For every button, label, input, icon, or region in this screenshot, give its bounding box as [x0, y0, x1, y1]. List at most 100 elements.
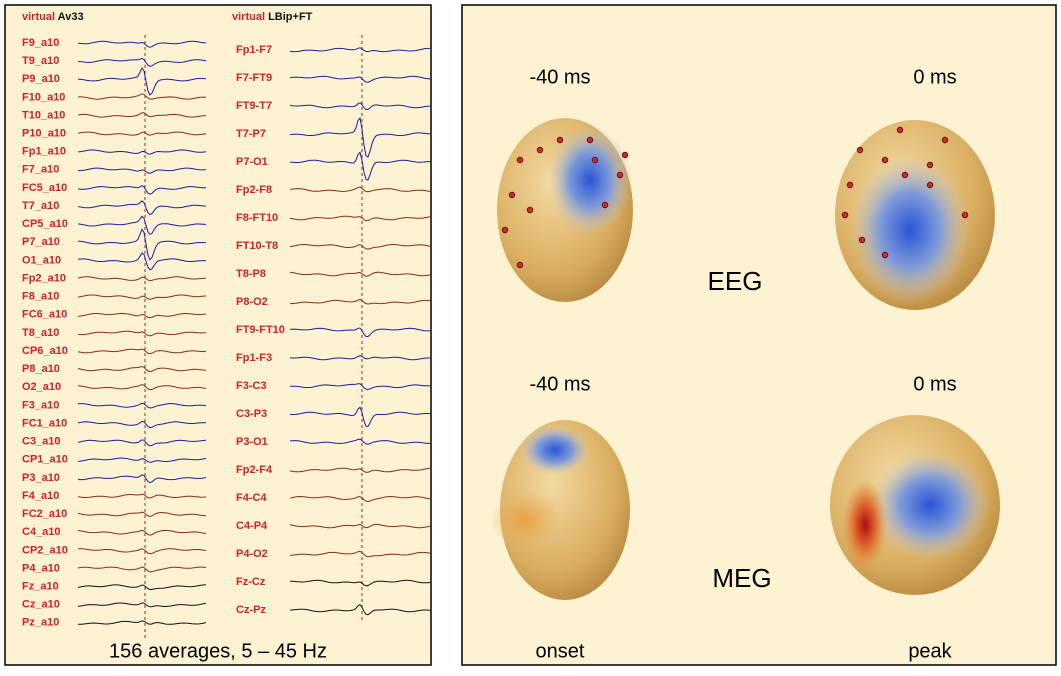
electrode	[501, 226, 509, 234]
channel-label: F7_a10	[22, 164, 59, 176]
eeg-trace	[77, 149, 207, 155]
header-prefix: virtual	[232, 11, 265, 23]
eeg-trace	[77, 185, 207, 195]
channel-label: C4-P4	[236, 520, 268, 532]
eeg-trace	[289, 186, 431, 193]
eeg-trace	[77, 474, 207, 484]
channel-label: F8_a10	[22, 291, 59, 303]
channel-label: F4_a10	[22, 490, 59, 502]
potential-area	[490, 490, 560, 550]
channel-label: O1_a10	[22, 254, 61, 266]
eeg-trace	[77, 330, 207, 337]
eeg-trace	[289, 383, 431, 391]
electrode	[841, 211, 849, 219]
eeg-trace	[289, 438, 430, 445]
electrode	[508, 191, 516, 199]
electrode	[621, 151, 629, 159]
channel-label: P7_a10	[22, 236, 60, 248]
eeg-trace	[77, 312, 207, 319]
eeg-trace	[77, 57, 207, 67]
potential-area	[850, 155, 970, 305]
eeg-trace	[77, 366, 207, 373]
time-label: -40 ms	[529, 373, 590, 395]
channel-label: T10_a10	[22, 109, 65, 121]
header-name: Av33	[58, 11, 84, 23]
footer: 156 averages, 5 – 45 Hz	[109, 640, 327, 662]
eeg-trace	[77, 384, 207, 391]
channel-label: P4_a10	[22, 562, 60, 574]
eeg-trace	[77, 294, 207, 300]
field-area	[870, 450, 990, 560]
channel-label: P4-O2	[236, 548, 268, 560]
eeg-trace	[289, 151, 431, 181]
channel-label: Fp2-F4	[236, 464, 273, 476]
channel-label: T9_a10	[22, 55, 59, 67]
eeg-trace	[78, 620, 207, 625]
time-label: 0 ms	[913, 373, 956, 395]
eeg-trace	[290, 603, 431, 616]
electrode	[591, 156, 599, 164]
electrode	[536, 146, 544, 154]
channel-label: C3-P3	[236, 408, 267, 420]
eeg-trace	[77, 276, 206, 282]
eeg-trace	[77, 511, 206, 517]
header-name: LBip+FT	[268, 11, 313, 23]
eeg-trace	[289, 47, 430, 53]
left-panel	[4, 4, 432, 666]
channel-label: Cz_a10	[22, 599, 60, 611]
electrode	[526, 206, 534, 214]
electrode	[516, 261, 524, 269]
channel-label: P8-O2	[236, 296, 268, 308]
channel-label: Fp1_a10	[22, 146, 66, 158]
panel-header: virtual LBip+FT	[232, 11, 313, 23]
channel-label: P10_a10	[22, 128, 66, 140]
channel-label: FC1_a10	[22, 417, 67, 429]
eeg-trace	[290, 579, 431, 587]
channel-label: Pz_a10	[22, 617, 59, 629]
eeg-trace	[77, 493, 207, 499]
channel-label: Fz-Cz	[236, 576, 266, 588]
electrode	[926, 181, 934, 189]
eeg-trace	[77, 215, 207, 236]
header-prefix: virtual	[22, 11, 55, 23]
eeg-trace	[290, 298, 431, 305]
eeg-trace	[77, 402, 207, 409]
panel-header: virtual Av33	[22, 11, 84, 23]
eeg-trace	[77, 602, 207, 608]
channel-label: FT9-T7	[236, 100, 272, 112]
channel-label: T8-P8	[236, 268, 266, 280]
electrode	[601, 201, 609, 209]
time-label: 0 ms	[913, 66, 956, 88]
eeg-trace	[289, 355, 430, 361]
eeg-trace	[289, 243, 431, 250]
channel-label: T7-P7	[236, 128, 266, 140]
eeg-trace	[77, 93, 207, 100]
channel-label: C3_a10	[22, 436, 61, 448]
channel-label: FT9-FT10	[236, 324, 285, 336]
electrode	[941, 136, 949, 144]
eeg-trace	[77, 548, 207, 555]
eeg-trace	[77, 40, 207, 48]
eeg-trace	[289, 102, 431, 111]
channel-label: FT10-T8	[236, 240, 278, 252]
channel-label: F3-C3	[236, 380, 267, 392]
eeg-trace	[289, 467, 431, 473]
channel-label: FC2_a10	[22, 508, 67, 520]
channel-label: T8_a10	[22, 327, 59, 339]
eeg-trace	[289, 550, 431, 558]
channel-label: Fp2_a10	[22, 272, 66, 284]
channel-label: P9_a10	[22, 73, 60, 85]
electrode	[586, 136, 594, 144]
channel-label: F7-FT9	[236, 72, 272, 84]
channel-label: F9_a10	[22, 37, 59, 49]
modality-label: EEG	[708, 266, 763, 296]
eeg-trace	[289, 523, 431, 529]
eeg-trace	[77, 584, 206, 590]
channel-label: FC5_a10	[22, 182, 67, 194]
eeg-trace	[289, 116, 431, 158]
electrode	[856, 146, 864, 154]
caption: peak	[908, 640, 952, 662]
eeg-trace	[77, 566, 207, 573]
channel-label: CP1_a10	[22, 454, 68, 466]
